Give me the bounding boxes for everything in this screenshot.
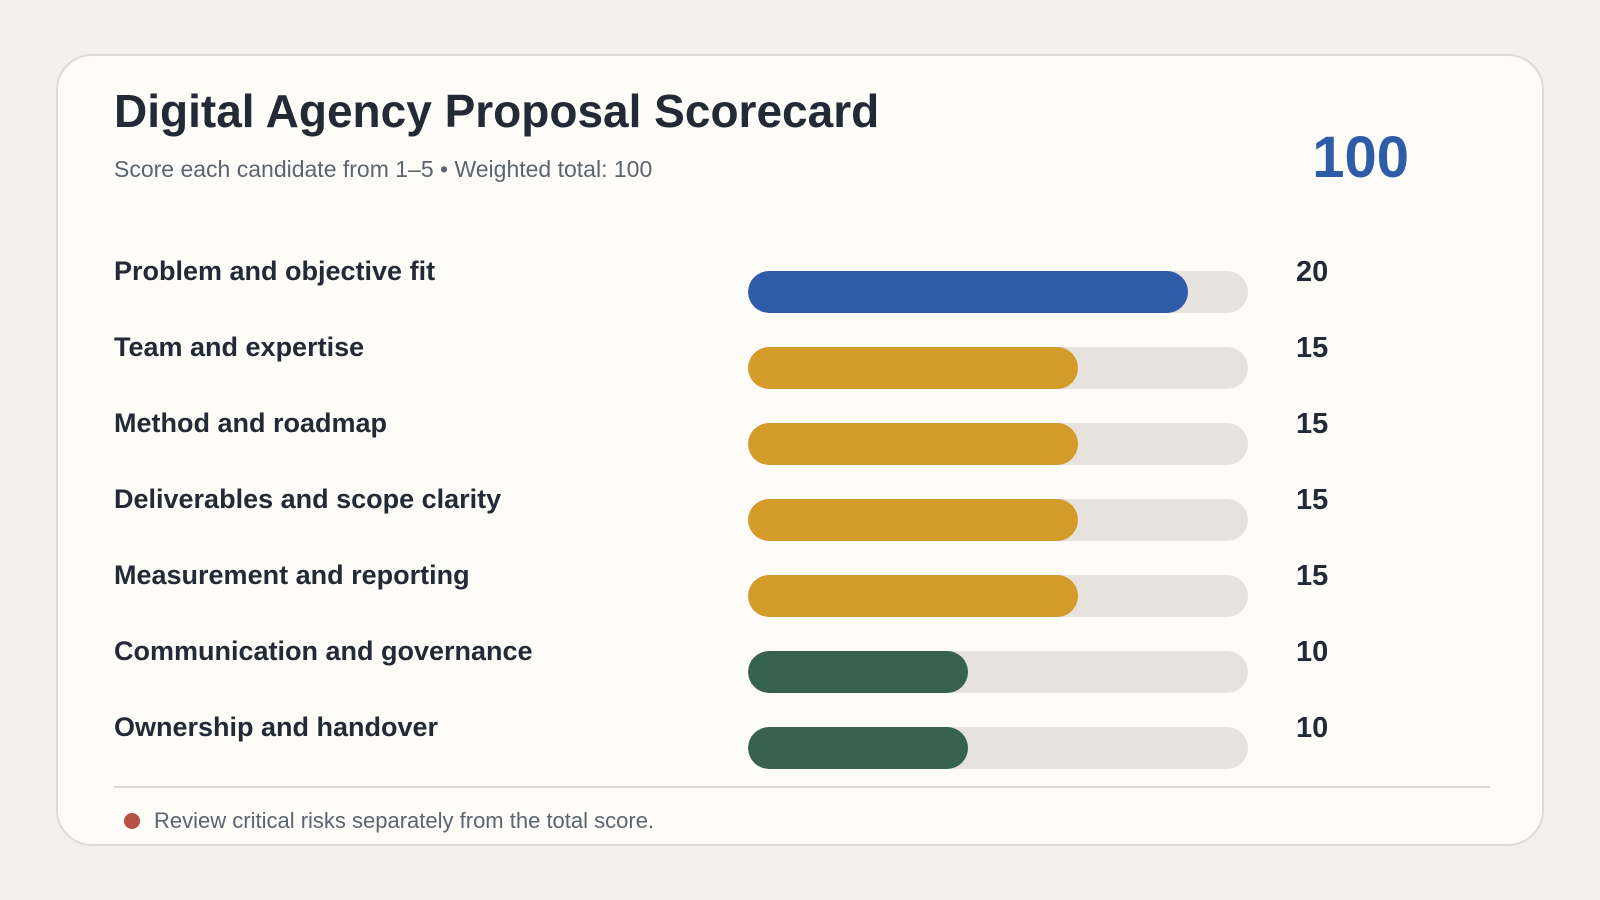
criterion-label: Team and expertise bbox=[114, 332, 365, 362]
criterion-value: 10 bbox=[1296, 636, 1329, 668]
bar-fill bbox=[748, 651, 968, 693]
page-title: Digital Agency Proposal Scorecard bbox=[114, 85, 880, 137]
bar-track bbox=[748, 271, 1248, 313]
criteria-bar-chart: Problem and objective fit 20 Team and expe… bbox=[114, 236, 1354, 769]
criterion-row: Communication and governance 10 bbox=[114, 616, 1354, 693]
criterion-label: Deliverables and scope clarity bbox=[114, 484, 502, 514]
bar-fill bbox=[748, 499, 1078, 541]
bar-fill bbox=[748, 727, 968, 769]
criterion-row: Deliverables and scope clarity 15 bbox=[114, 464, 1354, 541]
total-score: 100 bbox=[1312, 125, 1409, 190]
criterion-row: Ownership and handover 10 bbox=[114, 692, 1354, 769]
criterion-row: Team and expertise 15 bbox=[114, 312, 1354, 389]
criterion-value: 15 bbox=[1296, 484, 1329, 516]
criterion-label: Method and roadmap bbox=[114, 408, 388, 438]
criterion-label: Communication and governance bbox=[114, 636, 533, 666]
bar-track bbox=[748, 727, 1248, 769]
criterion-value: 15 bbox=[1296, 332, 1329, 364]
footer-note-text: Review critical risks separately from th… bbox=[154, 808, 655, 833]
page-subtitle: Score each candidate from 1–5 • Weighted… bbox=[114, 156, 653, 182]
risk-dot-icon bbox=[124, 813, 140, 829]
bar-fill bbox=[748, 347, 1078, 389]
bar-fill bbox=[748, 423, 1078, 465]
criterion-row: Measurement and reporting 15 bbox=[114, 540, 1354, 617]
bar-fill bbox=[748, 575, 1078, 617]
criterion-label: Ownership and handover bbox=[114, 712, 439, 742]
footer-divider bbox=[114, 786, 1490, 788]
bar-track bbox=[748, 499, 1248, 541]
footer-note: Review critical risks separately from th… bbox=[124, 808, 654, 834]
criterion-row: Method and roadmap 15 bbox=[114, 388, 1354, 465]
criterion-row: Problem and objective fit 20 bbox=[114, 236, 1354, 313]
bar-track bbox=[748, 575, 1248, 617]
criterion-value: 10 bbox=[1296, 712, 1329, 744]
bar-track bbox=[748, 423, 1248, 465]
bar-track bbox=[748, 347, 1248, 389]
bar-track bbox=[748, 651, 1248, 693]
criterion-value: 15 bbox=[1296, 408, 1329, 440]
scorecard-card: Digital Agency Proposal Scorecard Score … bbox=[56, 54, 1544, 846]
bar-fill bbox=[748, 271, 1188, 313]
criterion-value: 20 bbox=[1296, 256, 1329, 288]
criterion-label: Measurement and reporting bbox=[114, 560, 470, 590]
criterion-value: 15 bbox=[1296, 560, 1329, 592]
criterion-label: Problem and objective fit bbox=[114, 256, 436, 286]
